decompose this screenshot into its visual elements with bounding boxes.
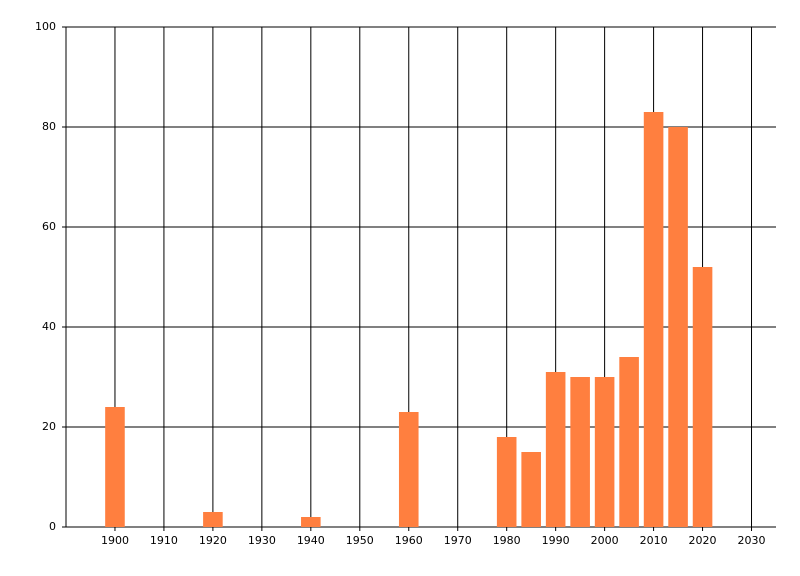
bar bbox=[521, 452, 541, 527]
x-tick-label: 2010 bbox=[640, 534, 668, 547]
x-tick-label: 1950 bbox=[346, 534, 374, 547]
bar bbox=[668, 127, 688, 527]
bar bbox=[203, 512, 223, 527]
y-tick-label: 20 bbox=[42, 420, 56, 433]
x-tick-label: 1940 bbox=[297, 534, 325, 547]
x-tick-label: 2020 bbox=[689, 534, 717, 547]
y-tick-label: 80 bbox=[42, 120, 56, 133]
bar bbox=[545, 372, 566, 527]
x-tick-label: 1990 bbox=[542, 534, 570, 547]
x-tick-label: 1960 bbox=[395, 534, 423, 547]
x-tick-label: 1920 bbox=[199, 534, 227, 547]
y-tick-label: 100 bbox=[35, 20, 56, 33]
y-tick-label: 0 bbox=[49, 520, 56, 533]
bar bbox=[643, 112, 664, 527]
y-tick-label: 40 bbox=[42, 320, 56, 333]
y-tick-label: 60 bbox=[42, 220, 56, 233]
bar bbox=[619, 357, 639, 527]
x-tick-label: 1910 bbox=[150, 534, 178, 547]
x-tick-label: 1980 bbox=[493, 534, 521, 547]
bar bbox=[398, 412, 419, 527]
bar bbox=[105, 407, 125, 527]
bar bbox=[594, 377, 615, 527]
x-tick-label: 1930 bbox=[248, 534, 276, 547]
bar bbox=[496, 437, 517, 527]
x-tick-label: 2030 bbox=[738, 534, 766, 547]
bar bbox=[301, 517, 321, 527]
x-tick-label: 1900 bbox=[101, 534, 129, 547]
bar bbox=[570, 377, 590, 527]
x-tick-label: 1970 bbox=[444, 534, 472, 547]
bar bbox=[692, 267, 713, 527]
x-tick-label: 2000 bbox=[591, 534, 619, 547]
